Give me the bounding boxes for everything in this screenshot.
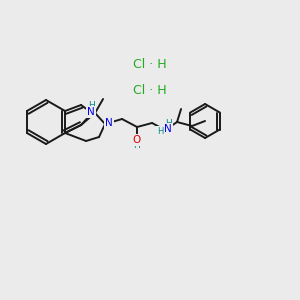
Text: H: H [157,127,163,136]
Text: H: H [133,142,140,151]
Text: N: N [87,107,95,117]
Text: Cl · H: Cl · H [133,83,167,97]
Text: H: H [165,118,171,127]
Text: N: N [105,118,113,128]
Text: Cl · H: Cl · H [133,58,167,71]
Text: H: H [88,100,94,109]
Text: N: N [164,124,172,134]
Text: O: O [132,135,140,145]
